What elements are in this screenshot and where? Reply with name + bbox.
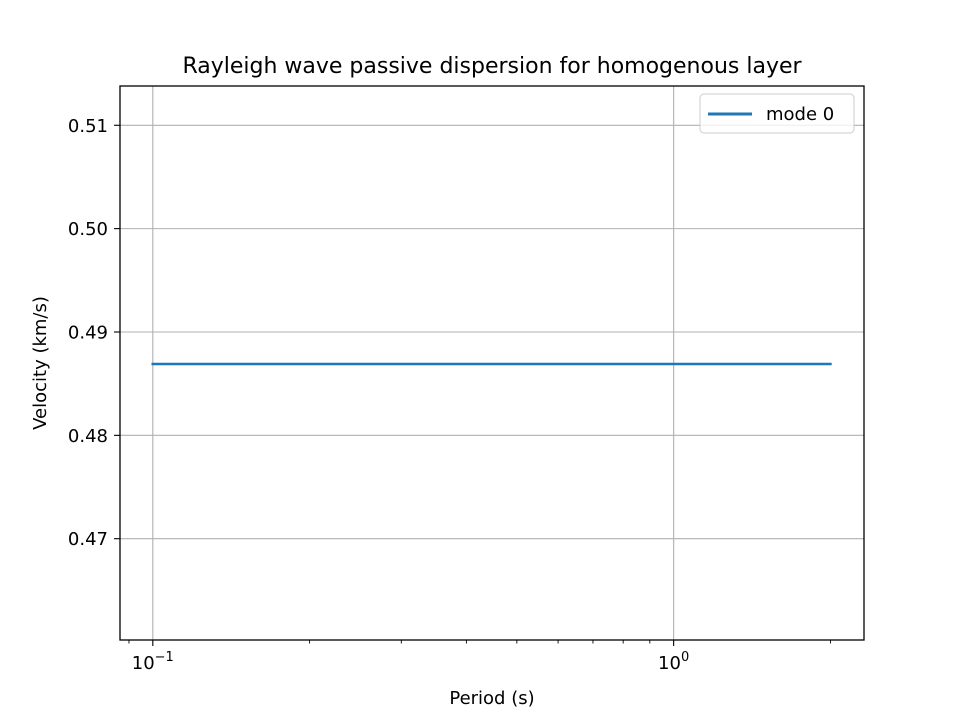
legend-label: mode 0 bbox=[766, 104, 834, 125]
y-tick-label: 0.50 bbox=[68, 219, 108, 240]
y-tick-label: 0.51 bbox=[68, 116, 108, 137]
ticks: 0.47 0.48 0.49 0.50 0.51 10−1 100 bbox=[68, 116, 831, 674]
y-axis-label: Velocity (km/s) bbox=[30, 296, 51, 430]
y-tick-label: 0.48 bbox=[68, 426, 108, 447]
x-tick-label: 100 bbox=[658, 650, 689, 674]
y-tick-label: 0.47 bbox=[68, 529, 108, 550]
x-axis-label: Period (s) bbox=[449, 688, 534, 709]
chart-title: Rayleigh wave passive dispersion for hom… bbox=[182, 54, 802, 79]
x-tick-label: 10−1 bbox=[132, 650, 174, 674]
y-tick-label: 0.49 bbox=[68, 322, 108, 343]
plot-frame bbox=[119, 85, 865, 641]
legend-box bbox=[699, 93, 855, 134]
legend: mode 0 bbox=[699, 93, 855, 134]
